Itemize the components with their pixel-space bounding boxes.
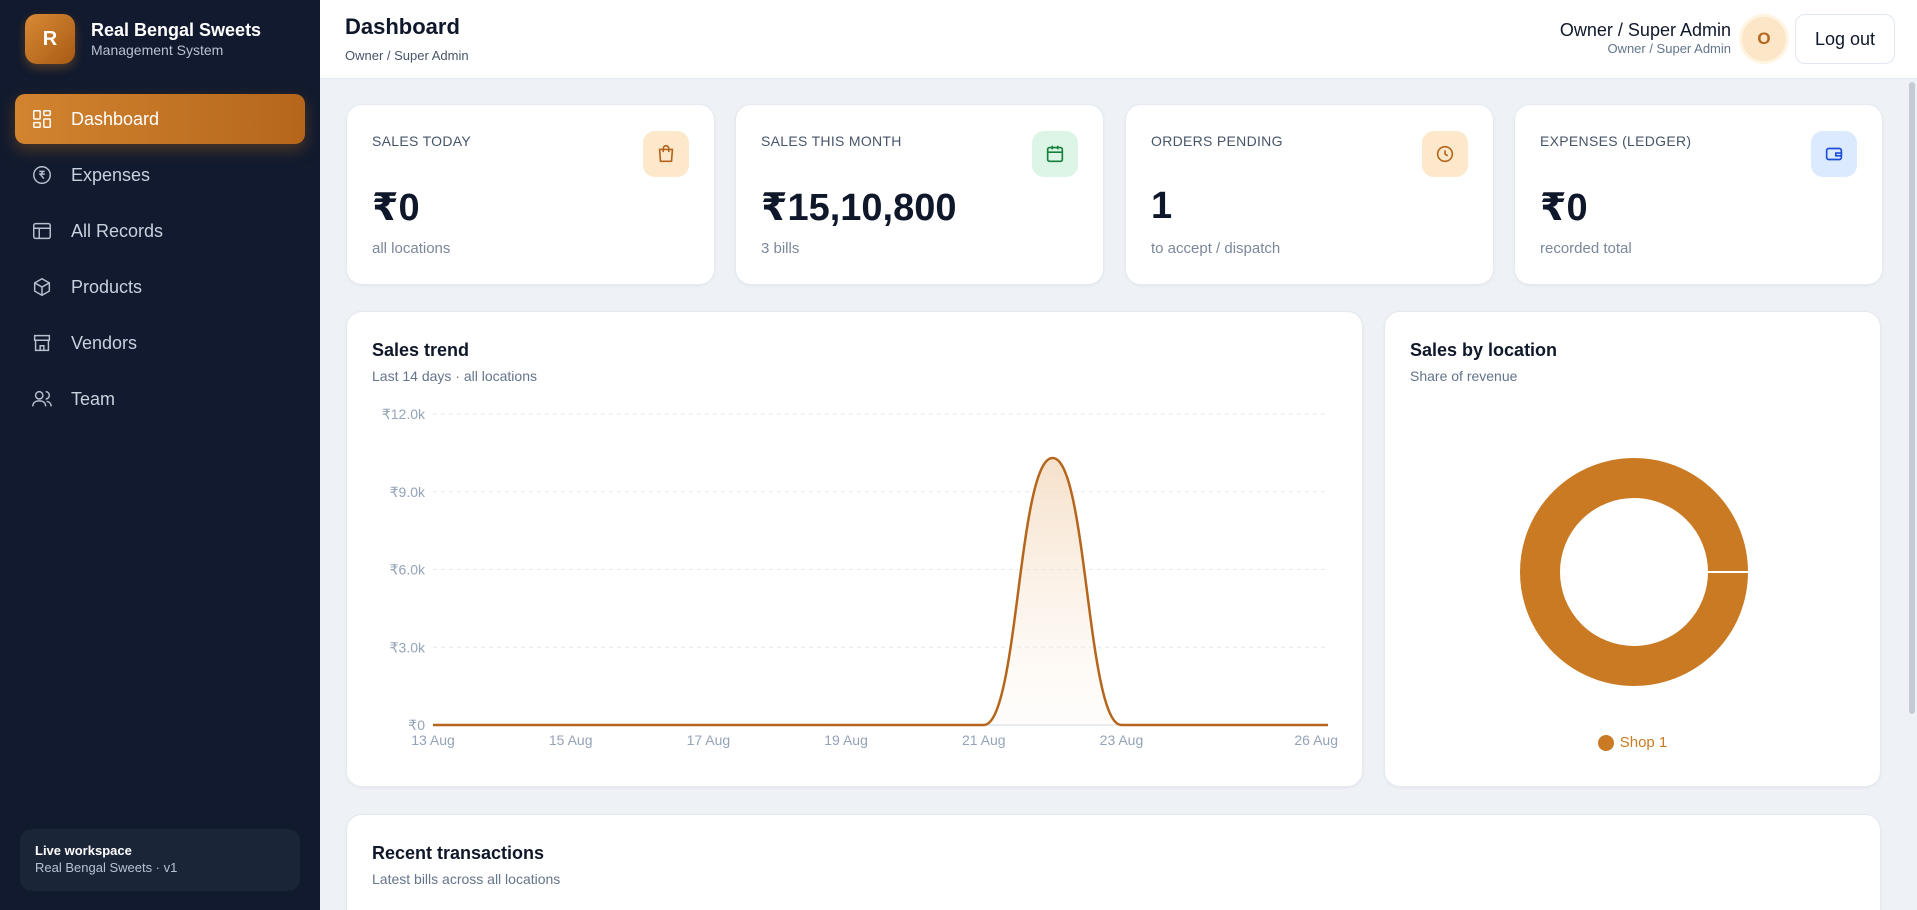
user-name: Owner / Super Admin: [1559, 20, 1731, 40]
sidebar-item-label: Team: [71, 388, 116, 409]
stat-card-sales-today: SALES TODAY ₹0 all locations: [346, 104, 715, 285]
table-icon: [33, 222, 51, 240]
legend-swatch: [1597, 734, 1614, 751]
dashboard-icon: [33, 110, 51, 128]
x-tick-label: 23 Aug: [1100, 732, 1144, 748]
y-tick-label: ₹9.0k: [390, 484, 426, 500]
stat-value: ₹15,10,800: [761, 187, 957, 229]
sales-by-location-subtitle: Share of revenue: [1410, 368, 1518, 384]
sidebar-nav: Dashboard Expenses All Records Products …: [15, 94, 305, 430]
x-tick-label: 26 Aug: [1294, 732, 1338, 748]
stat-value: ₹0: [1540, 187, 1588, 229]
rupee-icon: [33, 166, 51, 184]
sales-trend-chart: ₹0 ₹3.0k ₹6.0k ₹9.0k ₹12.0k 13 Aug 15 Aug 17 Au…: [382, 406, 1338, 748]
sidebar-item-label: All Records: [71, 220, 164, 241]
sidebar-item-label: Products: [71, 276, 143, 297]
store-icon: [33, 334, 51, 352]
user-info: Owner / Super Admin Owner / Super Admin: [1560, 19, 1731, 57]
sidebar-item-dashboard[interactable]: Dashboard: [15, 94, 305, 144]
brand-name: Real Bengal Sweets: [91, 20, 262, 40]
page-scrollbar[interactable]: [1909, 82, 1915, 714]
stat-label: ORDERS PENDING: [1151, 133, 1283, 149]
y-tick-label: ₹12.0k: [382, 406, 426, 422]
wallet-icon: [1811, 131, 1857, 177]
brand-logo: R: [25, 14, 75, 64]
sales-by-location-card: Sales by location Share of revenue Shop …: [1384, 311, 1881, 787]
sales-trend-card: Sales trend Last 14 days · all locations…: [346, 311, 1363, 787]
x-tick-label: 13 Aug: [411, 732, 455, 748]
legend-label: Shop 1: [1619, 734, 1668, 751]
stat-label: SALES THIS MONTH: [761, 133, 902, 149]
workspace-badge: Live workspace Real Bengal Sweets · v1: [20, 829, 300, 891]
avatar[interactable]: O: [1739, 14, 1789, 64]
x-tick-label: 17 Aug: [687, 732, 731, 748]
stat-note: 3 bills: [761, 240, 800, 257]
sidebar-item-all-records[interactable]: All Records: [15, 206, 305, 256]
clock-icon: [1422, 131, 1468, 177]
page-title: Dashboard: [345, 14, 460, 39]
y-tick-label: ₹6.0k: [390, 562, 426, 578]
shopping-bag-icon: [643, 131, 689, 177]
sales-by-location-donut: [1520, 458, 1749, 686]
sidebar-item-label: Expenses: [71, 164, 151, 185]
y-tick-label: ₹0: [408, 717, 425, 733]
x-tick-label: 21 Aug: [962, 732, 1006, 748]
top-header: Dashboard Owner / Super Admin Owner / Su…: [320, 0, 1917, 79]
stat-note: to accept / dispatch: [1151, 240, 1281, 257]
recent-transactions-title: Recent transactions: [372, 843, 545, 863]
sales-trend-area: [433, 458, 1328, 725]
stat-card-sales-month: SALES THIS MONTH ₹15,10,800 3 bills: [735, 104, 1104, 285]
stat-label: SALES TODAY: [372, 133, 472, 149]
sidebar-item-label: Dashboard: [71, 108, 160, 129]
x-tick-label: 15 Aug: [549, 732, 593, 748]
donut-legend: Shop 1: [1385, 734, 1880, 751]
workspace-title: Live workspace: [35, 843, 132, 858]
stat-label: EXPENSES (LEDGER): [1540, 133, 1692, 149]
sidebar-item-vendors[interactable]: Vendors: [15, 318, 305, 368]
sales-trend-line: [432, 456, 1328, 727]
recent-transactions-card: Recent transactions Latest bills across …: [346, 814, 1881, 910]
page-subtitle: Owner / Super Admin: [345, 48, 469, 63]
sidebar-item-products[interactable]: Products: [15, 262, 305, 312]
y-tick-label: ₹3.0k: [390, 639, 426, 655]
logout-button[interactable]: Log out: [1795, 14, 1895, 64]
sidebar-item-team[interactable]: Team: [15, 374, 305, 424]
calendar-icon: [1032, 131, 1078, 177]
stat-note: recorded total: [1540, 240, 1632, 257]
x-tick-label: 19 Aug: [824, 732, 868, 748]
stat-value: ₹0: [372, 187, 420, 229]
brand-subtitle: Management System: [91, 42, 224, 58]
brand[interactable]: R Real Bengal Sweets Management System: [25, 14, 261, 64]
stat-card-orders-pending: ORDERS PENDING 1 to accept / dispatch: [1125, 104, 1494, 285]
sales-by-location-title: Sales by location: [1410, 340, 1558, 360]
user-role: Owner / Super Admin: [1607, 41, 1731, 56]
recent-transactions-subtitle: Latest bills across all locations: [372, 871, 561, 887]
sidebar-item-label: Vendors: [71, 332, 138, 353]
sales-trend-title: Sales trend: [372, 340, 470, 360]
box-icon: [33, 277, 51, 297]
stat-value: 1: [1151, 185, 1173, 227]
sales-trend-subtitle: Last 14 days · all locations: [372, 368, 537, 384]
donut-slice-shop-1: [1520, 458, 1748, 686]
workspace-subtitle: Real Bengal Sweets · v1: [35, 860, 178, 875]
stat-note: all locations: [372, 240, 451, 257]
sidebar-item-expenses[interactable]: Expenses: [15, 150, 305, 200]
stat-card-expenses: EXPENSES (LEDGER) ₹0 recorded total: [1514, 104, 1883, 285]
users-icon: [32, 390, 52, 407]
sidebar: R Real Bengal Sweets Management System D…: [0, 0, 320, 910]
